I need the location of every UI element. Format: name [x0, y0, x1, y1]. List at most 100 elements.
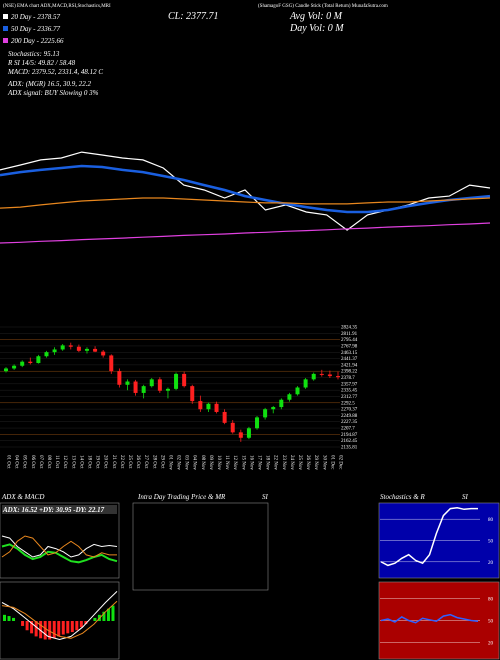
price-label: 2207.7: [341, 427, 355, 432]
price-label: 2270.37: [341, 408, 358, 413]
macd-bar: [30, 621, 34, 634]
macd-bar: [3, 614, 6, 621]
date-label: 20 Oct: [103, 455, 108, 469]
line-series: [1, 535, 117, 558]
candle-body: [133, 381, 138, 393]
date-label: 26 Oct: [135, 455, 140, 469]
panel-title: ADX & MACD: [1, 493, 44, 501]
date-label: 04 Oct: [14, 455, 19, 469]
y-tick-label: 50: [488, 620, 494, 625]
legend-swatch: [3, 14, 8, 19]
adx-signal: ADX signal: BUY Slowing 0 3%: [7, 89, 99, 97]
line-series: [0, 197, 491, 209]
rsi-text: R SI 14/5: 49.82 / 58.48: [7, 59, 76, 67]
price-label: 2335.45: [341, 389, 358, 394]
candle-body: [20, 361, 25, 366]
date-label: 16 Nov: [248, 455, 253, 470]
candle-body: [279, 399, 284, 408]
date-label: 07 Oct: [38, 455, 43, 469]
price-label: 2421.94: [341, 363, 358, 368]
candle-body: [190, 386, 195, 402]
top-right: (ShamagoF GSG) Candle Stick (Total Retur…: [258, 4, 388, 9]
panel-title: SI: [262, 493, 269, 501]
price-label: 2249.88: [341, 414, 358, 419]
line-series: [1, 591, 118, 641]
date-label: 26 Nov: [305, 455, 310, 470]
ma200-text: 200 Day - 2225.66: [11, 37, 64, 45]
date-label: 02 Nov: [176, 455, 181, 470]
candle-body: [182, 373, 187, 387]
macd-bar: [57, 621, 61, 637]
macd-bar: [52, 621, 56, 639]
line-series: [380, 613, 479, 624]
candle-body: [4, 368, 8, 372]
line-series: [1, 543, 118, 564]
price-label: 2441.37: [341, 357, 358, 362]
candle-body: [52, 349, 57, 353]
date-label: 06 Oct: [30, 455, 35, 469]
date-label: 01 Oct: [6, 455, 11, 469]
legend-swatch: [3, 26, 8, 31]
price-label: 2357.97: [341, 382, 358, 387]
candle-body: [68, 345, 73, 347]
date-label: 02 Dec: [338, 455, 343, 470]
date-label: 30 Nov: [321, 455, 326, 470]
macd-frame: [0, 581, 120, 660]
date-label: 08 Nov: [200, 455, 205, 470]
price-label: 2312.77: [341, 395, 358, 400]
candle-body: [93, 348, 98, 352]
candle-body: [263, 409, 268, 418]
date-label: 27 Oct: [143, 455, 148, 469]
candle-body: [246, 428, 251, 438]
candle-body: [149, 379, 154, 387]
date-label: 01 Dec: [329, 455, 334, 470]
price-label: 2795.44: [341, 338, 358, 343]
date-label: 17 Nov: [257, 455, 262, 470]
macd-bar: [61, 621, 65, 635]
macd-bar: [106, 608, 110, 621]
adx-text: ADX: (MGR) 16.5, 30.9, 22.2: [7, 80, 92, 88]
candle-body: [255, 417, 260, 429]
date-label: 25 Nov: [297, 455, 302, 470]
date-label: 19 Oct: [95, 455, 100, 469]
date-label: 28 Oct: [151, 455, 156, 469]
macd-bar: [111, 605, 115, 621]
candle-body: [214, 403, 219, 412]
candle-body: [36, 356, 41, 364]
candle-body: [117, 371, 122, 385]
candle-body: [76, 346, 81, 351]
y-tick-label: 80: [488, 598, 494, 603]
candle-body: [327, 374, 332, 377]
date-label: 29 Oct: [159, 455, 164, 469]
adx-label-box: [2, 505, 117, 514]
ma50-text: 50 Day - 2336.77: [11, 25, 60, 33]
date-label: 25 Oct: [127, 455, 132, 469]
date-label: 04 Nov: [192, 455, 197, 470]
legend-swatch: [3, 38, 8, 43]
panel-title: Intra Day Trading Price & MR: [137, 493, 226, 501]
candle-body: [198, 401, 203, 410]
date-label: 08 Oct: [46, 455, 51, 469]
price-label: 2227.35: [341, 420, 358, 425]
candle-body: [303, 379, 308, 388]
candle-body: [28, 361, 33, 364]
macd-bar: [34, 621, 38, 637]
candle-body: [287, 394, 292, 400]
macd-bar: [75, 621, 79, 631]
candle-body: [174, 373, 179, 389]
date-label: 18 Oct: [86, 455, 91, 469]
date-label: 03 Nov: [184, 455, 189, 470]
date-label: 13 Oct: [70, 455, 75, 469]
candle-body: [109, 355, 114, 372]
macd-bar: [48, 621, 52, 640]
y-tick-label: 50: [488, 540, 494, 545]
candle-body: [12, 365, 17, 369]
price-label: 2463.15: [341, 351, 358, 356]
date-label: 21 Oct: [111, 455, 116, 469]
date-label: 09 Nov: [208, 455, 213, 470]
line-series: [380, 507, 478, 567]
stoch-text: Stochastics: 95.13: [8, 50, 60, 58]
price-label: 2767.98: [341, 344, 358, 349]
macd-bar: [39, 621, 43, 639]
macd-bar: [102, 611, 106, 621]
